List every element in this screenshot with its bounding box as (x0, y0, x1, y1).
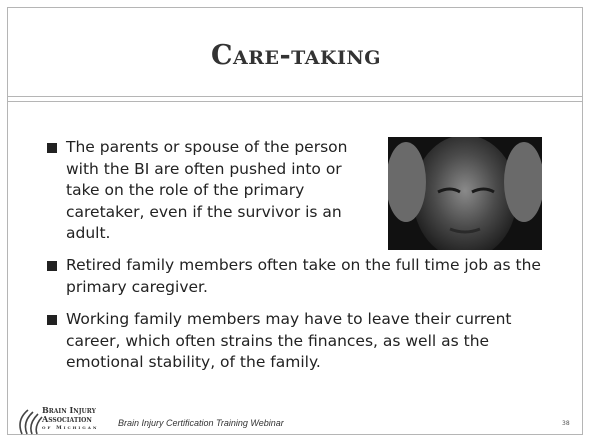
logo-text: Brain Injury (42, 405, 96, 415)
bullet-text: Retired family members often take on the… (47, 255, 566, 298)
title-rule (7, 101, 583, 102)
photo (388, 137, 542, 250)
slide-title: Care-taking (210, 40, 382, 71)
bullet-text: Working family members may have to leave… (47, 309, 566, 374)
logo-text: of Michigan (42, 425, 99, 431)
bullet-text: The parents or spouse of the person with… (47, 137, 378, 245)
logo-text: Association (42, 414, 92, 424)
page-number: 38 (562, 420, 570, 427)
footer-caption: Brain Injury Certification Training Webi… (118, 418, 284, 428)
slide-frame (7, 7, 583, 435)
title-rule (7, 96, 583, 97)
logo-icon (19, 409, 43, 435)
